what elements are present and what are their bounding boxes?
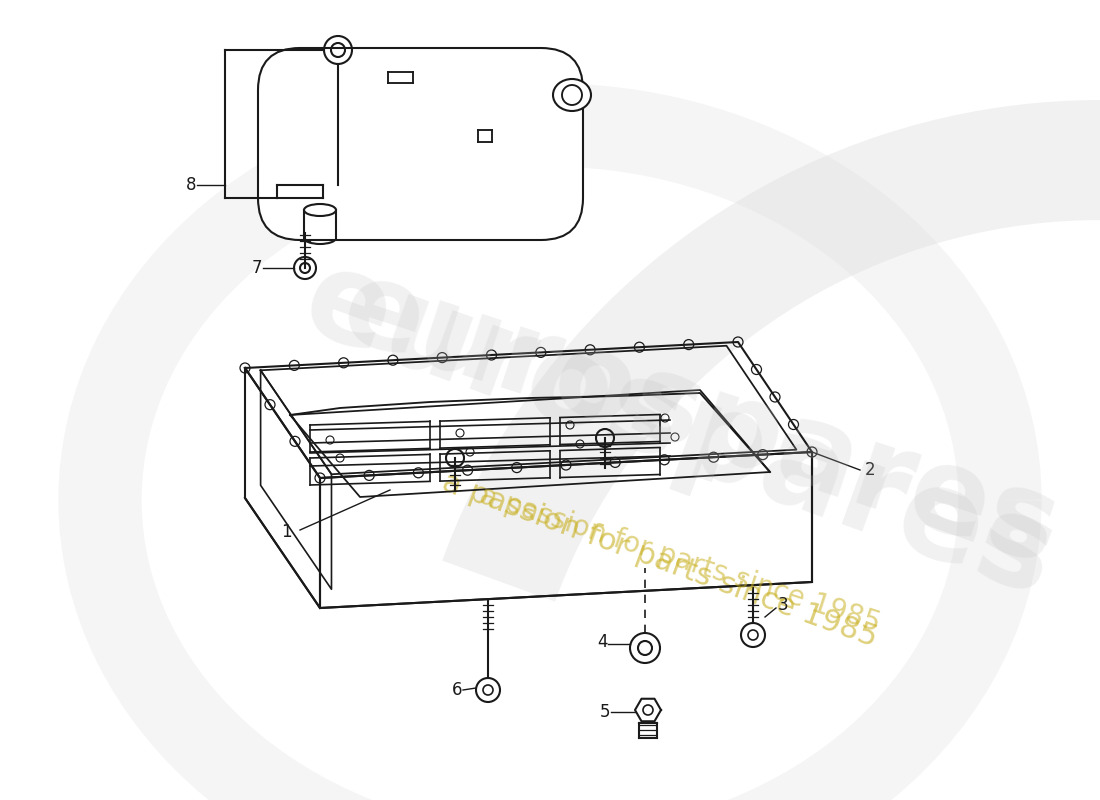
Text: 2: 2 — [865, 461, 876, 479]
Ellipse shape — [304, 204, 336, 216]
Text: 7: 7 — [252, 259, 262, 277]
Text: a passion for parts since 1985: a passion for parts since 1985 — [476, 482, 884, 638]
Text: 3: 3 — [778, 596, 789, 614]
Text: 1: 1 — [282, 523, 292, 541]
Circle shape — [562, 85, 582, 105]
Text: 4: 4 — [597, 633, 608, 651]
Text: 8: 8 — [186, 176, 196, 194]
Ellipse shape — [553, 79, 591, 111]
Text: a passion for parts since 1985: a passion for parts since 1985 — [439, 467, 881, 653]
Text: 5: 5 — [600, 703, 610, 721]
Text: 6: 6 — [451, 681, 462, 699]
Polygon shape — [442, 100, 1100, 800]
Text: eurospares: eurospares — [288, 238, 1072, 622]
FancyBboxPatch shape — [258, 48, 583, 240]
Text: eurospares: eurospares — [328, 250, 1072, 590]
